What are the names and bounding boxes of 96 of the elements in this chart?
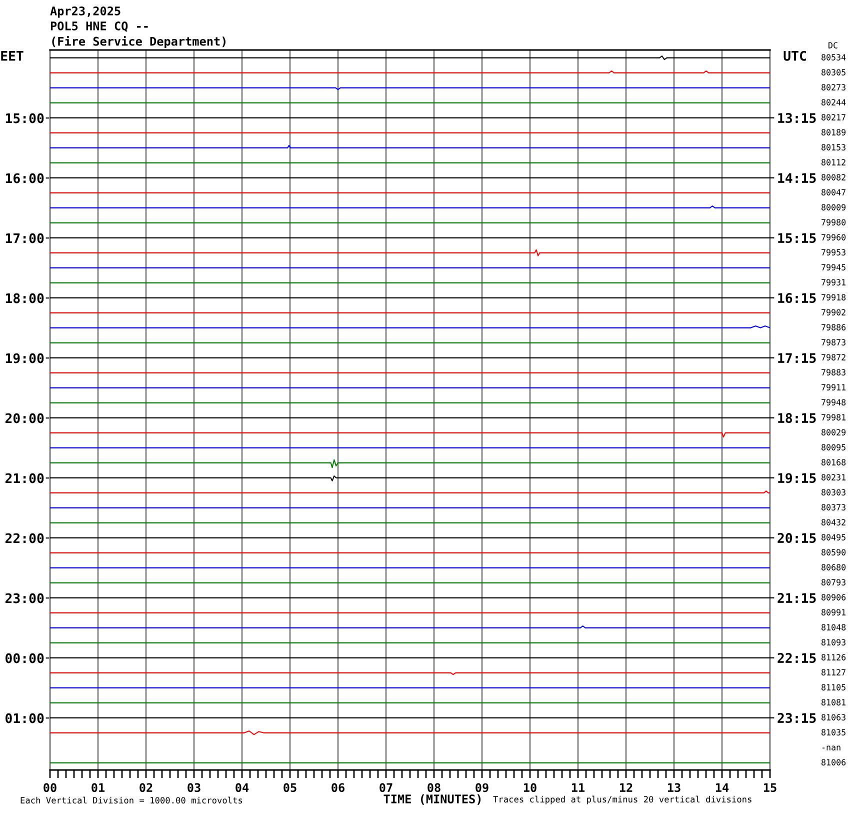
text: (Fire Service Department)	[52, 36, 226, 48]
text: 79960	[822, 234, 846, 240]
y2-tick-label: 17:15	[778, 353, 816, 363]
text: 80047	[822, 189, 846, 196]
text: 80009	[822, 204, 846, 210]
text: 80373	[822, 504, 846, 510]
y-tick-label: 19:00	[6, 353, 44, 364]
y2-tick-label: 16:15	[778, 293, 816, 304]
text: 79918	[822, 294, 846, 300]
text: 80217	[822, 114, 846, 120]
text: 79931	[822, 279, 846, 286]
text: Each Vertical Division = 1000.00 microvolts	[20, 796, 242, 804]
text: 81063	[822, 714, 846, 720]
text: 80095	[822, 444, 846, 450]
y2-tick-label: 18:15	[778, 413, 816, 423]
text: 80029	[822, 429, 846, 436]
text: 81048	[822, 624, 846, 630]
y-tick-label: 15:00	[6, 113, 44, 124]
text: 80305	[822, 69, 846, 76]
text: 81035	[822, 729, 846, 736]
x-tick-label: 14	[716, 783, 729, 792]
x-tick-label: 02	[140, 783, 152, 792]
text: 80991	[822, 609, 846, 616]
text: DC	[828, 42, 838, 48]
x-tick-label: 03	[188, 783, 200, 792]
x-tick-label: 11	[572, 783, 585, 792]
text: 80153	[822, 144, 846, 150]
text: 81006	[822, 759, 846, 766]
y2-tick-label: 13:15	[778, 113, 816, 123]
text: 79911	[822, 384, 846, 390]
chart-title: Apr23,2025	[50, 6, 120, 18]
text: 79945	[822, 264, 846, 270]
text: 80244	[822, 99, 846, 106]
text: 81126	[822, 654, 846, 660]
text: 81081	[822, 699, 846, 706]
text: 79902	[822, 309, 846, 316]
text: 79980	[822, 219, 846, 226]
y-tick-label: 22:00	[5, 533, 44, 544]
y-tick-label: 23:00	[5, 593, 44, 604]
text: 80590	[822, 549, 846, 556]
chart-subtitle: POL5 HNE CQ --	[50, 21, 148, 32]
y2-tick-label: 22:15	[778, 653, 816, 663]
line-series	[50, 459, 770, 468]
y2-tick-label: 23:15	[778, 713, 816, 723]
text: 80231	[822, 474, 846, 480]
text: 80793	[822, 579, 846, 586]
text: 79981	[822, 414, 846, 420]
y-tick-label: 18:00	[6, 293, 44, 304]
y-tick-label: 16:00	[6, 173, 44, 184]
text: 80082	[822, 174, 846, 180]
text: 80432	[822, 519, 846, 526]
text: Traces clipped at plus/minus 20 vertical divisions	[493, 796, 752, 804]
x-tick-label: 12	[620, 783, 632, 792]
text: 81093	[822, 639, 846, 646]
y2-tick-label: 21:15	[778, 593, 816, 603]
y2-axis-title: UTC	[784, 50, 806, 61]
text: 79872	[822, 354, 846, 360]
y-tick-label: 20:00	[5, 413, 44, 424]
y-tick-label: 21:00	[5, 473, 44, 484]
y2-tick-label: 20:15	[778, 533, 816, 543]
text: 80534	[822, 54, 846, 60]
x-tick-label: 06	[332, 783, 344, 792]
y-tick-label: 17:00	[6, 233, 44, 244]
x-tick-label: 01	[92, 783, 105, 792]
text: 79883	[822, 369, 846, 376]
text: 80112	[822, 159, 846, 166]
text: 81105	[822, 684, 846, 690]
text: 80303	[822, 489, 846, 496]
text: 79873	[822, 339, 846, 346]
y-axis-title: EET	[1, 51, 24, 61]
x-tick-label: 09	[476, 783, 488, 792]
text: 79953	[822, 249, 846, 256]
text: 79886	[822, 324, 846, 330]
text: 80680	[822, 564, 846, 570]
y-tick-label: 00:00	[6, 653, 44, 664]
x-tick-label: 13	[668, 783, 680, 792]
y-tick-label: 01:00	[6, 713, 44, 724]
x-tick-label: 08	[428, 783, 440, 792]
y2-tick-label: 15:15	[778, 233, 816, 243]
y2-tick-label: 19:15	[778, 473, 816, 484]
text: 81127	[822, 669, 846, 676]
y2-tick-label: 14:15	[778, 173, 816, 183]
x-axis-title: TIME (MINUTES)	[384, 794, 481, 805]
text: 80189	[822, 129, 846, 136]
x-tick-label: 10	[524, 783, 536, 792]
text: 80273	[822, 84, 846, 90]
x-tick-label: 00	[44, 783, 56, 792]
text: 80168	[822, 459, 846, 466]
text: 79948	[822, 399, 846, 406]
text: 80495	[822, 534, 846, 540]
x-tick-label: 15	[764, 783, 776, 792]
x-tick-label: 04	[236, 783, 249, 792]
text: -nan	[822, 746, 840, 750]
x-tick-label: 05	[284, 783, 296, 792]
x-tick-label: 07	[380, 783, 392, 792]
text: 80906	[822, 594, 846, 600]
